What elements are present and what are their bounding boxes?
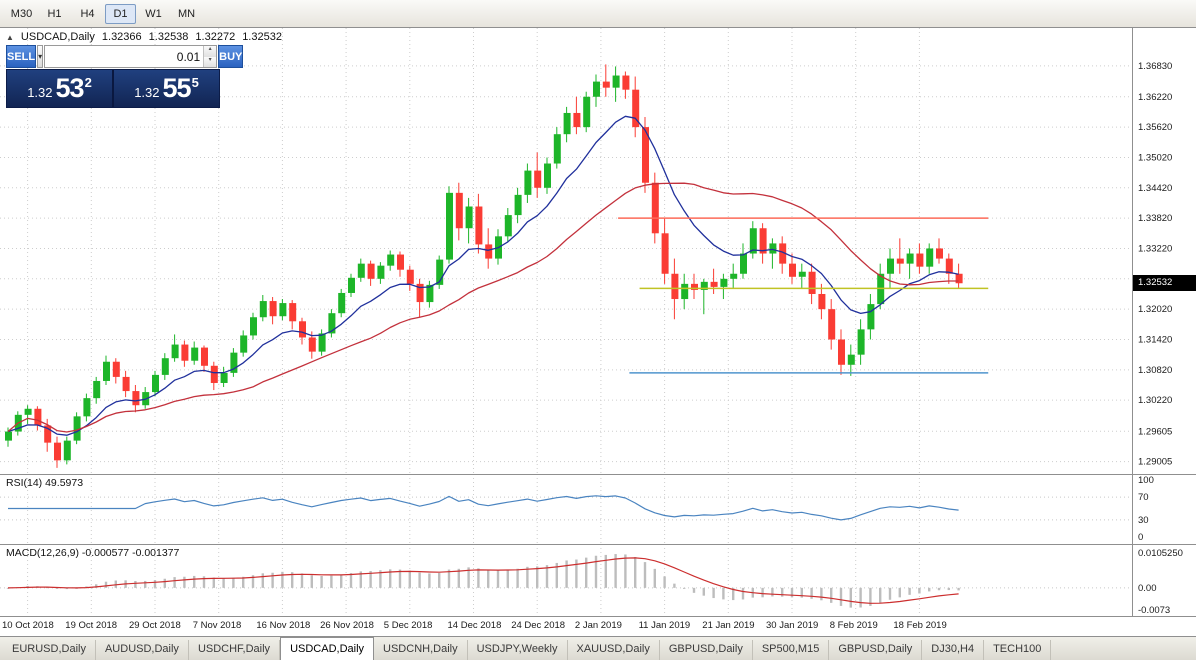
volume-input[interactable] [45, 46, 204, 67]
chart-tab-dj30-h4[interactable]: DJ30,H4 [922, 640, 985, 660]
svg-text:70: 70 [1138, 492, 1149, 503]
timeframe-buttons: M30 H1 H4 D1 W1 MN [6, 3, 204, 24]
chart-tab-audusd-daily[interactable]: AUDUSD,Daily [96, 640, 189, 660]
chart-open-value: 1.32366 [101, 31, 142, 43]
time-axis-label: 5 Dec 2018 [383, 620, 433, 631]
chart-high-value: 1.32538 [148, 31, 189, 43]
time-axis-label: 18 Feb 2019 [893, 620, 947, 631]
time-axis-label: 8 Feb 2019 [829, 620, 878, 631]
svg-text:0.0105250: 0.0105250 [1138, 548, 1183, 559]
current-price-badge: 1.32532 [1133, 275, 1196, 291]
chart-tab-usdcnh-daily[interactable]: USDCNH,Daily [374, 640, 468, 660]
volume-dropdown-button[interactable]: ▾ [37, 45, 44, 68]
buy-button[interactable]: BUY [218, 45, 244, 68]
svg-text:1.29005: 1.29005 [1138, 457, 1172, 468]
buy-price-big-digits: 55 [162, 73, 192, 103]
time-axis-label: 21 Jan 2019 [702, 620, 755, 631]
timeframe-h1[interactable]: H1 [39, 4, 70, 24]
svg-text:1.34420: 1.34420 [1138, 183, 1172, 194]
time-axis-label: 11 Jan 2019 [638, 620, 691, 631]
chart-tabbar: EURUSD,Daily AUDUSD,Daily USDCHF,Daily USDC… [0, 636, 1196, 660]
time-axis-label: 16 Nov 2018 [256, 620, 311, 631]
svg-text:1.35620: 1.35620 [1138, 122, 1172, 133]
chart-window: 1.36830 1.36220 1.35620 1.35020 1.34420 1.338… [0, 28, 1196, 636]
buy-price-prefix: 1.32 [134, 84, 160, 100]
chart-close-value: 1.32532 [242, 31, 282, 43]
svg-text:1.30820: 1.30820 [1138, 365, 1172, 376]
timeframe-toolbar: M30 H1 H4 D1 W1 MN [0, 0, 1196, 28]
time-axis-label: 10 Oct 2018 [2, 620, 54, 631]
svg-text:1.30220: 1.30220 [1138, 395, 1172, 406]
volume-field: ▴ ▾ [44, 45, 218, 68]
time-axis-label: 24 Dec 2018 [511, 620, 566, 631]
one-click-controls-row: SELL ▾ ▴ ▾ BUY [6, 45, 244, 68]
svg-text:0.00: 0.00 [1138, 583, 1157, 594]
svg-text:0: 0 [1138, 532, 1143, 543]
time-axis-label: 29 Oct 2018 [129, 620, 181, 631]
timeframe-d1[interactable]: D1 [105, 3, 136, 24]
time-axis-label: 7 Nov 2018 [192, 620, 242, 631]
svg-text:1.35020: 1.35020 [1138, 152, 1172, 163]
rsi-indicator-canvas[interactable]: 100 70 30 0 [0, 474, 1196, 544]
sell-price[interactable]: 1.32 53 2 [7, 70, 112, 107]
svg-text:1.31420: 1.31420 [1138, 334, 1172, 345]
timeframe-w1[interactable]: W1 [138, 4, 169, 24]
chart-tab-gbpusd-daily[interactable]: GBPUSD,Daily [829, 640, 923, 660]
chart-tab-eurusd-daily[interactable]: EURUSD,Daily [3, 640, 96, 660]
buy-price-pip-digit: 5 [191, 74, 199, 90]
svg-text:-0.0073: -0.0073 [1138, 605, 1170, 616]
macd-indicator-canvas[interactable]: 0.0105250 0.00 -0.0073 [0, 544, 1196, 616]
macd-label: MACD(12,26,9) -0.000577 -0.001377 [6, 547, 180, 559]
chart-tab-xauusd-daily[interactable]: XAUUSD,Daily [568, 640, 660, 660]
sell-price-prefix: 1.32 [27, 84, 53, 100]
time-axis-label: 19 Oct 2018 [65, 620, 118, 631]
one-click-collapse-icon[interactable]: ▲ [6, 32, 14, 42]
time-axis-label: 2 Jan 2019 [574, 620, 622, 631]
chart-tab-sp500-m15[interactable]: SP500,M15 [753, 640, 830, 660]
chart-tab-usdchf-daily[interactable]: USDCHF,Daily [189, 640, 281, 660]
chart-tab-gbpusd-daily[interactable]: GBPUSD,Daily [660, 640, 753, 660]
chart-symbol-label: USDCAD,Daily [20, 31, 95, 43]
svg-text:1.32020: 1.32020 [1138, 304, 1172, 315]
rsi-label: RSI(14) 49.5973 [6, 477, 84, 489]
chart-header: ▲ USDCAD,Daily 1.32366 1.32538 1.32272 1… [6, 31, 282, 43]
buy-price[interactable]: 1.32 55 5 [114, 70, 219, 107]
svg-text:1.33820: 1.33820 [1138, 213, 1172, 224]
price-chart-canvas[interactable]: 1.36830 1.36220 1.35620 1.35020 1.34420 1.338… [0, 28, 1196, 474]
one-click-prices-row: 1.32 53 2 1.32 55 5 [6, 69, 220, 108]
timeframe-m30[interactable]: M30 [6, 4, 37, 24]
chart-tab-tech100[interactable]: TECH100 [984, 640, 1052, 660]
svg-text:1.36220: 1.36220 [1138, 92, 1172, 103]
svg-text:30: 30 [1138, 515, 1149, 526]
svg-text:1.36830: 1.36830 [1138, 61, 1172, 72]
one-click-trading-panel: SELL ▾ ▴ ▾ BUY 1.32 53 2 1.3 [6, 45, 244, 108]
time-axis-label: 30 Jan 2019 [766, 620, 819, 631]
timeframe-h4[interactable]: H4 [72, 4, 103, 24]
svg-text:1.29605: 1.29605 [1138, 426, 1172, 437]
time-axis-label: 14 Dec 2018 [447, 620, 502, 631]
time-axis-label: 26 Nov 2018 [320, 620, 374, 631]
chart-tab-usdcad-daily[interactable]: USDCAD,Daily [280, 637, 375, 660]
time-axis: 10 Oct 2018 19 Oct 2018 29 Oct 2018 7 Nov 2… [0, 616, 1196, 636]
timeframe-mn[interactable]: MN [171, 4, 202, 24]
chart-tab-usdjpy-weekly[interactable]: USDJPY,Weekly [468, 640, 568, 660]
volume-decrease-icon[interactable]: ▾ [204, 56, 217, 67]
sell-price-pip-digit: 2 [84, 74, 92, 90]
volume-increase-icon[interactable]: ▴ [204, 46, 217, 57]
sell-price-big-digits: 53 [55, 73, 85, 103]
svg-text:100: 100 [1138, 475, 1154, 486]
svg-text:1.33220: 1.33220 [1138, 243, 1172, 254]
volume-spinner: ▴ ▾ [203, 46, 217, 67]
sell-button[interactable]: SELL [6, 45, 37, 68]
chart-low-value: 1.32272 [195, 31, 236, 43]
